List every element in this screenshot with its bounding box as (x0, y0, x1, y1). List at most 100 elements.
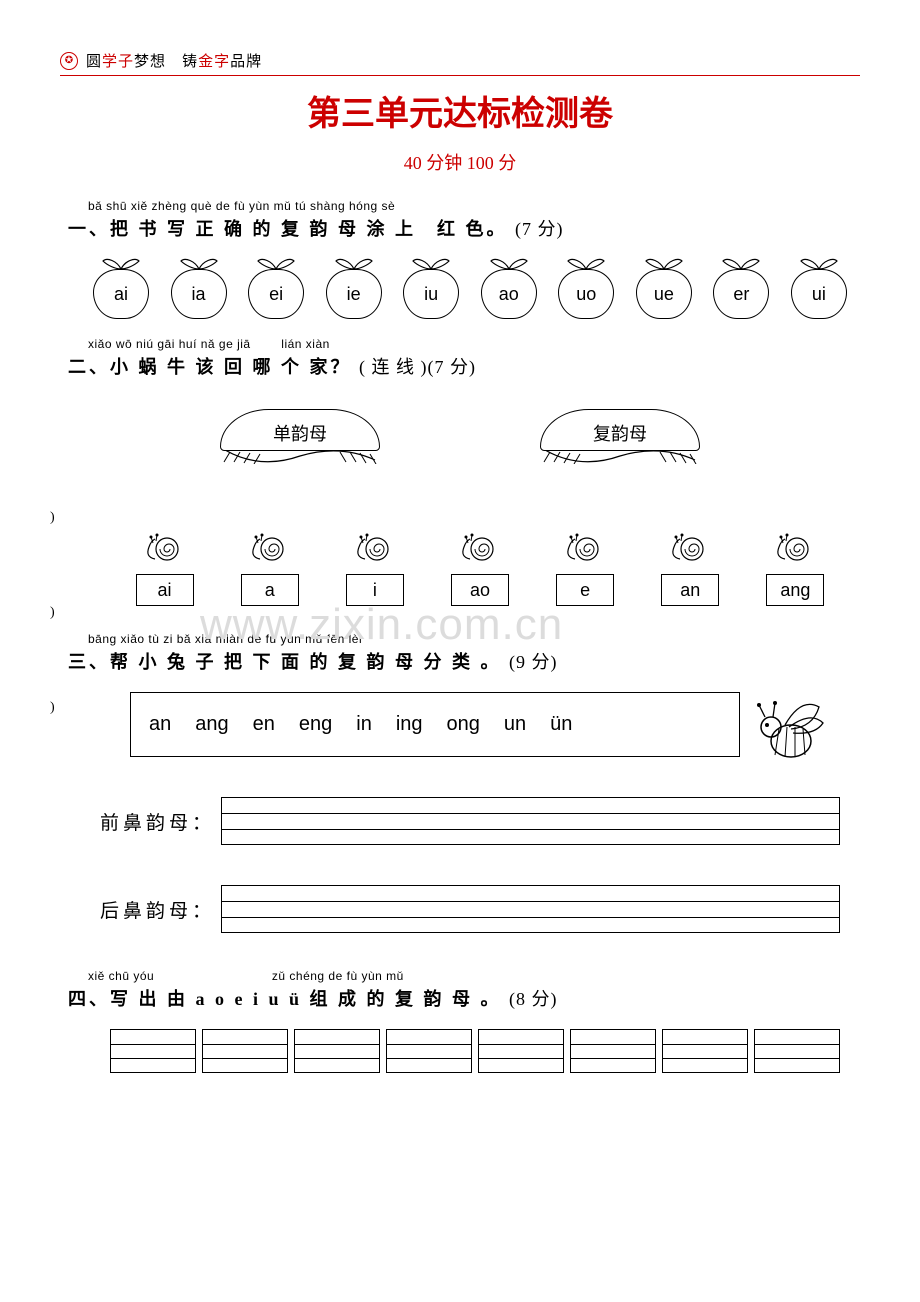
finals-item: ong (447, 713, 480, 736)
mushroom-label: 单韵母 (220, 409, 380, 451)
snail-item: ai (120, 529, 209, 606)
question-3: bāng xiǎo tù zi bǎ xià miàn de fù yùn mǔ… (60, 632, 860, 933)
snail-item: an (646, 529, 735, 606)
apple-row: ai ia ei ie iu ao uo ue (90, 257, 850, 319)
page-title: 第三单元达标检测卷 (60, 86, 860, 135)
apple-label: ei (248, 269, 304, 319)
apple-label: uo (558, 269, 614, 319)
snail-item: ang (751, 529, 840, 606)
page-subtitle: 40 分钟 100 分 (60, 149, 860, 175)
finals-item: un (504, 713, 526, 736)
answer-cell (754, 1029, 840, 1073)
back-nasal-row: 后鼻韵母： (100, 885, 840, 933)
snail-icon (143, 529, 187, 563)
snail-item: e (541, 529, 630, 606)
mushroom-label: 复韵母 (540, 409, 700, 451)
snail-label: ao (451, 574, 509, 606)
answer-cell (662, 1029, 748, 1073)
finals-item: in (356, 713, 372, 736)
finals-item: an (149, 713, 171, 736)
snail-icon (248, 529, 292, 563)
answer-cell (478, 1029, 564, 1073)
bee-icon (741, 687, 827, 773)
q3-pinyin: bāng xiǎo tù zi bǎ xià miàn de fù yùn mǔ… (88, 632, 860, 646)
snail-label: i (346, 574, 404, 606)
q4-pinyin: xiě chū yóu zǔ chéng de fù yùn mǔ (88, 969, 860, 983)
question-2: xiǎo wō niú gāi huí nǎ ge jiā lián xiàn … (60, 337, 860, 606)
writing-lines (221, 885, 840, 933)
q4-pinyin-b: zǔ chéng de fù yùn mǔ (272, 969, 404, 983)
header-slogan: 圆学子梦想 铸金字品牌 (86, 50, 262, 71)
apple-label: ui (791, 269, 847, 319)
apple-label: ao (481, 269, 537, 319)
apple-item: ao (478, 257, 540, 319)
q1-points: (7 分) (515, 219, 564, 239)
apple-label: iu (403, 269, 459, 319)
question-1: bǎ shū xiě zhèng què de fù yùn mǔ tú shà… (60, 199, 860, 319)
apple-label: ie (326, 269, 382, 319)
answer-grid (110, 1029, 840, 1073)
q3-points: (9 分) (509, 652, 558, 672)
q2-paren: ( 连 线 )(7 分) (359, 357, 476, 377)
mushroom-item: 复韵母 (540, 409, 700, 469)
writing-lines (221, 797, 840, 845)
slogan-part: 梦想 (134, 54, 166, 70)
q2-pinyin: xiǎo wō niú gāi huí nǎ ge jiā lián xiàn (88, 337, 860, 351)
apple-item: ie (323, 257, 385, 319)
finals-item: eng (299, 713, 332, 736)
margin-mark: ) (50, 700, 55, 716)
back-nasal-label: 后鼻韵母： (100, 896, 215, 923)
finals-item: ing (396, 713, 423, 736)
slogan-part: 圆 (86, 54, 102, 70)
snail-icon (668, 529, 712, 563)
answer-cell (294, 1029, 380, 1073)
q4-points: (8 分) (509, 989, 558, 1009)
snail-label: ang (766, 574, 824, 606)
q1-heading-text: 一、把 书 写 正 确 的 复 韵 母 涂 上 红 色。 (68, 219, 508, 239)
q2-pinyin-a: xiǎo wō niú gāi huí nǎ ge jiā (88, 337, 251, 351)
answer-cell (570, 1029, 656, 1073)
apple-item: ei (245, 257, 307, 319)
hatch-icon (220, 450, 380, 464)
q4-pinyin-a: xiě chū yóu (88, 969, 154, 983)
apple-item: ue (633, 257, 695, 319)
snail-label: ai (136, 574, 194, 606)
apple-label: ai (93, 269, 149, 319)
q4-heading: 四、写 出 由 a o e i u ü 组 成 的 复 韵 母 。 (8 分) (68, 985, 860, 1011)
slogan-part: 品牌 (230, 54, 262, 70)
snail-item: ao (435, 529, 524, 606)
snail-icon (563, 529, 607, 563)
logo-icon: ✪ (60, 52, 78, 70)
q1-heading: 一、把 书 写 正 确 的 复 韵 母 涂 上 红 色。 (7 分) (68, 215, 860, 241)
snail-item: i (330, 529, 419, 606)
snail-label: a (241, 574, 299, 606)
snail-icon (458, 529, 502, 563)
margin-mark: ) (50, 605, 55, 621)
apple-item: ui (788, 257, 850, 319)
apple-label: er (713, 269, 769, 319)
q3-heading-text: 三、帮 小 兔 子 把 下 面 的 复 韵 母 分 类 。 (68, 652, 502, 672)
snail-label: an (661, 574, 719, 606)
mushroom-row: 单韵母 复韵母 (140, 409, 780, 469)
margin-mark: ) (50, 510, 55, 526)
apple-item: uo (555, 257, 617, 319)
answer-cell (386, 1029, 472, 1073)
snail-item: a (225, 529, 314, 606)
q2-pinyin-b: lián xiàn (281, 337, 330, 351)
apple-item: iu (400, 257, 462, 319)
hatch-icon (540, 450, 700, 464)
slogan-part: 金字 (198, 54, 230, 70)
front-nasal-row: 前鼻韵母： (100, 797, 840, 845)
snail-icon (353, 529, 397, 563)
answer-cell (202, 1029, 288, 1073)
q2-heading: 二、小 蜗 牛 该 回 哪 个 家？ ( 连 线 )(7 分) (68, 353, 860, 379)
page-header: ✪ 圆学子梦想 铸金字品牌 (60, 50, 860, 76)
finals-box: an ang en eng in ing ong un ün (130, 692, 740, 757)
front-nasal-label: 前鼻韵母： (100, 808, 215, 835)
snail-label: e (556, 574, 614, 606)
slogan-part: 学子 (102, 54, 134, 70)
apple-label: ia (171, 269, 227, 319)
finals-item: en (253, 713, 275, 736)
mushroom-item: 单韵母 (220, 409, 380, 469)
finals-item: ün (550, 713, 572, 736)
